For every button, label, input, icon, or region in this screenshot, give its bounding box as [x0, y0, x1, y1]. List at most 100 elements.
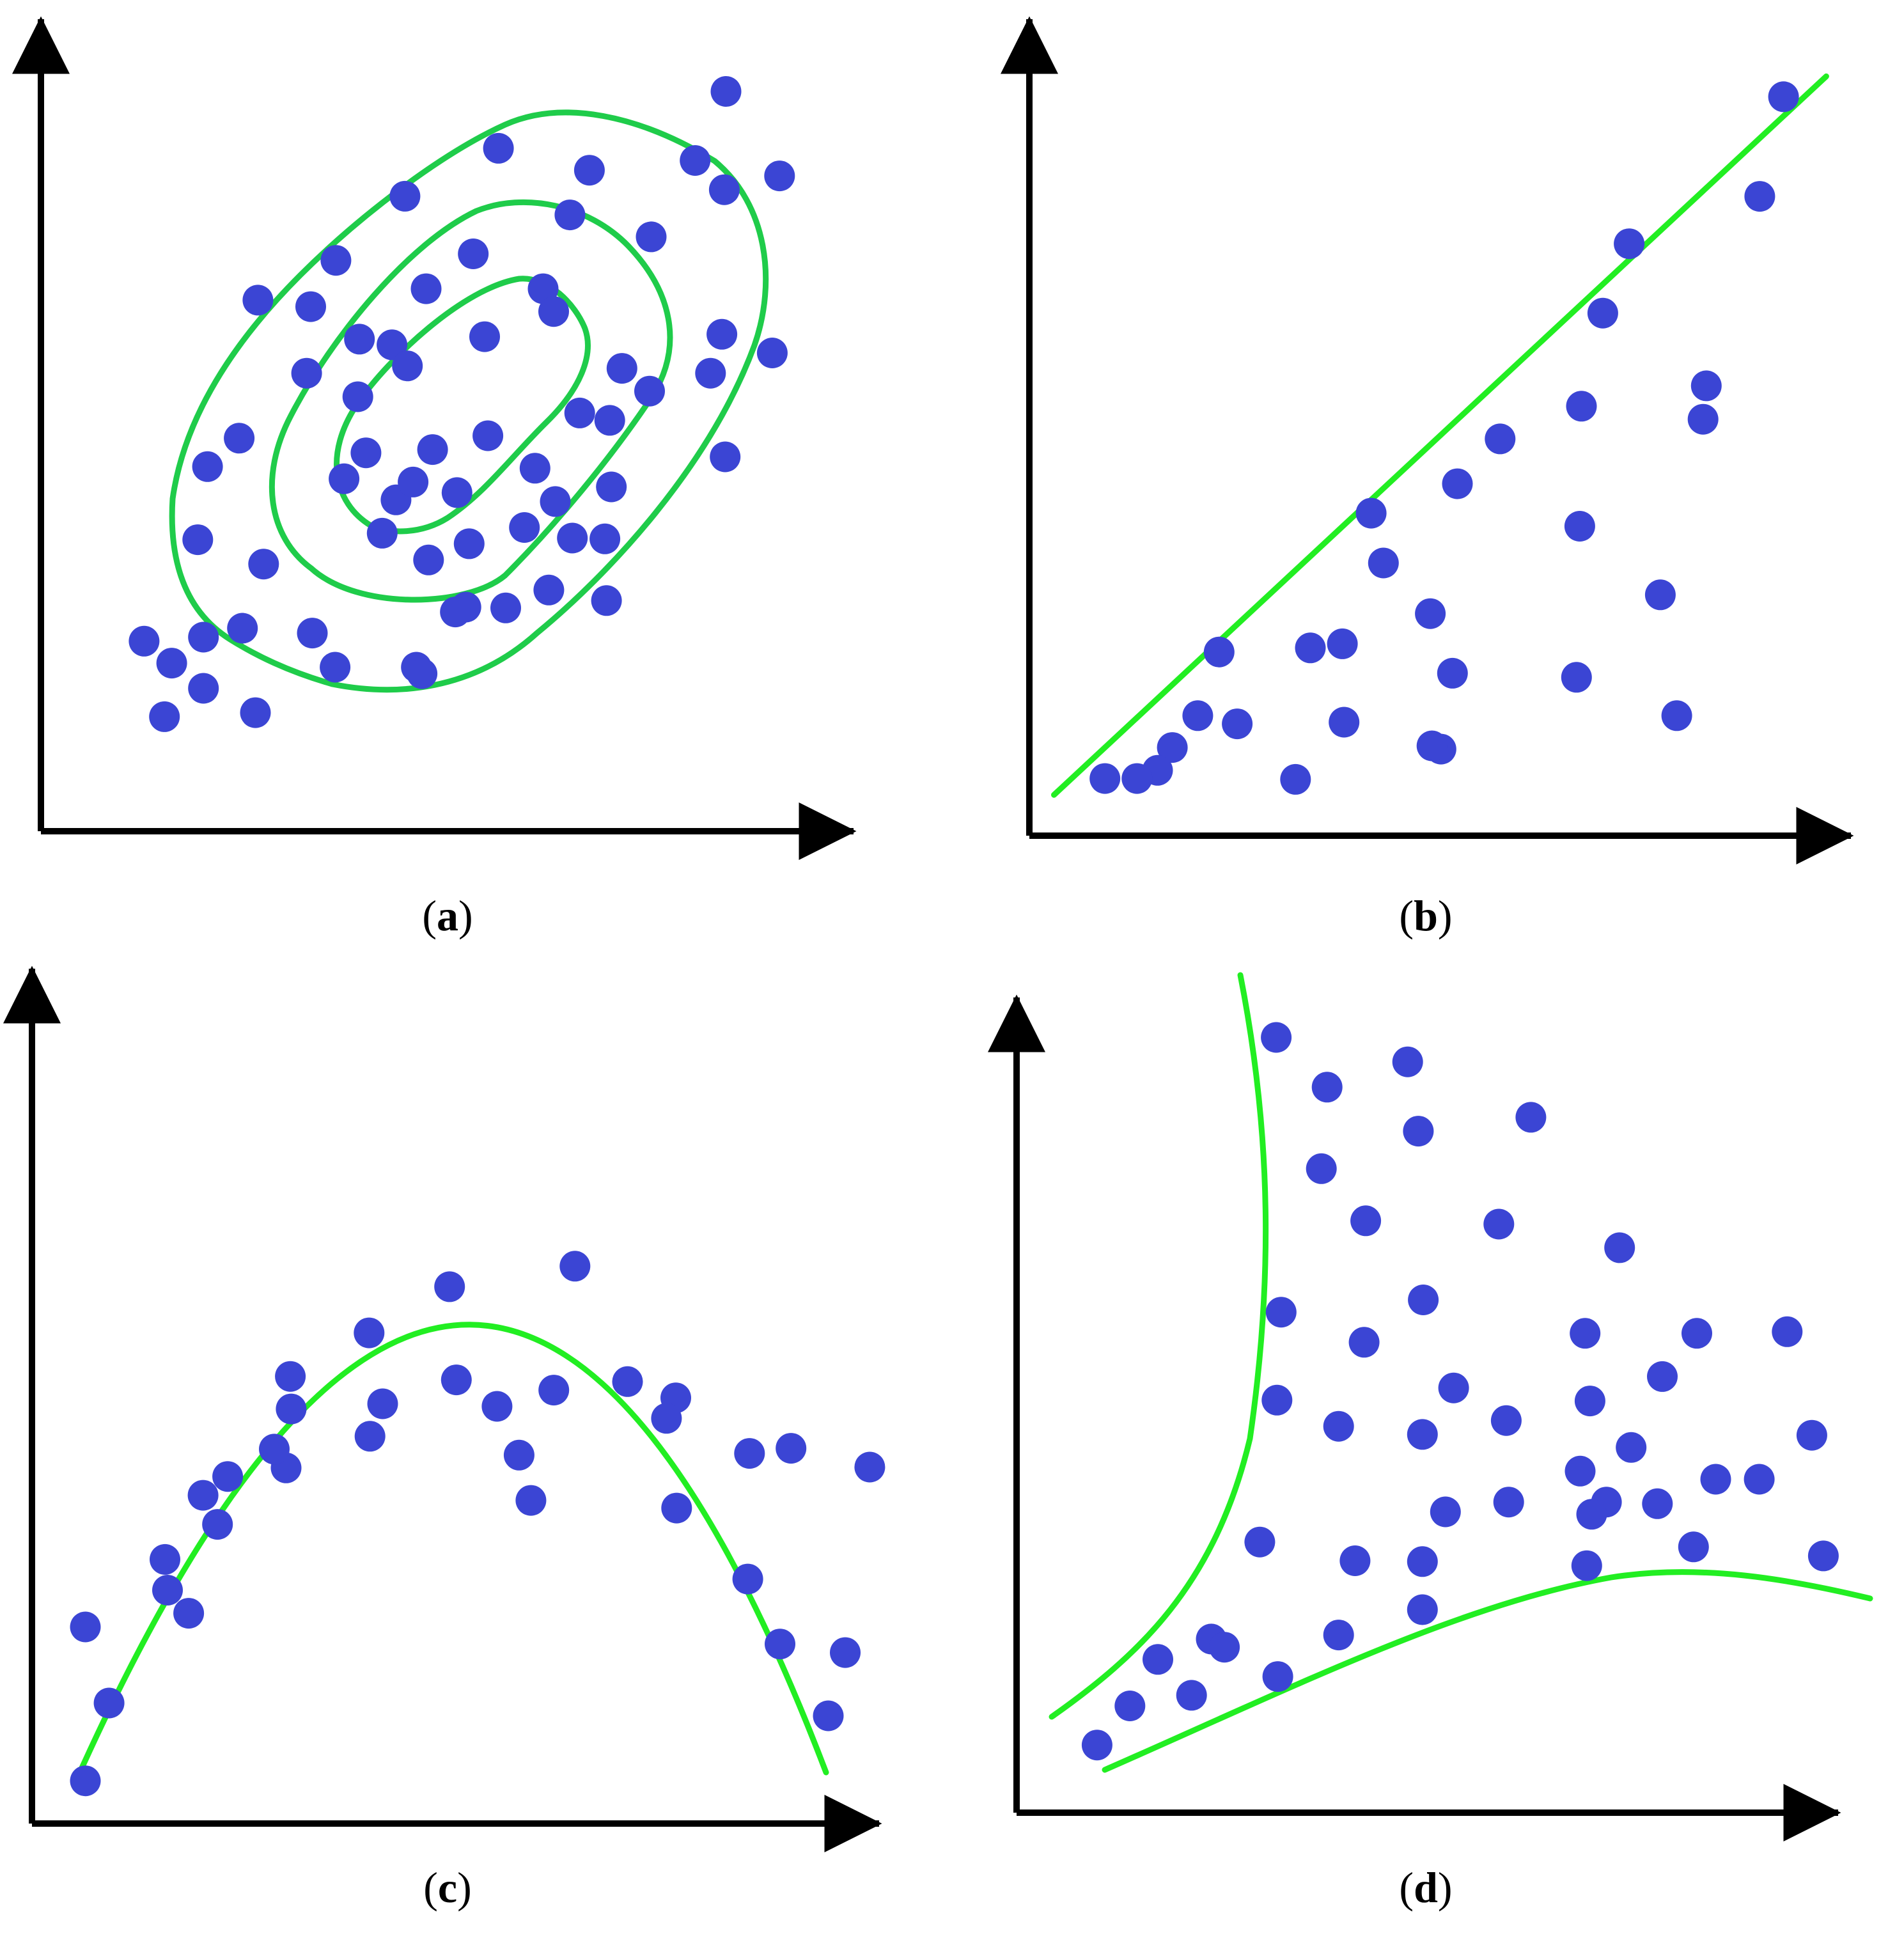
panel-d-point	[1350, 1205, 1382, 1237]
panel-d-point	[1642, 1488, 1673, 1519]
panel-a-point	[483, 132, 514, 164]
panel-d-point	[1570, 1318, 1601, 1349]
panel-a-caption: (a)	[422, 891, 472, 940]
panel-d-point	[1565, 1455, 1596, 1487]
panel-a-point	[417, 434, 448, 465]
panel-b-point	[1744, 181, 1775, 212]
panel-a-point	[320, 245, 352, 276]
panel-d-point	[1265, 1297, 1297, 1328]
panel-b-points	[1089, 81, 1799, 795]
panel-a-point	[756, 338, 788, 368]
panel-c-point	[212, 1461, 244, 1492]
panel-d-point	[1306, 1153, 1337, 1184]
panel-a-point	[342, 381, 373, 412]
panel-d-point	[1430, 1496, 1461, 1528]
panel-d-point	[1261, 1022, 1292, 1053]
panel-d-point	[1647, 1361, 1678, 1392]
panel-c-point	[481, 1391, 513, 1422]
panel-d-point	[1244, 1526, 1276, 1558]
panel-a-curve-middle	[269, 199, 673, 603]
panel-b-point	[1182, 700, 1213, 731]
panel-b-point	[1564, 511, 1595, 542]
panel-b-point	[1415, 598, 1446, 629]
panel-c-point	[776, 1433, 807, 1464]
panel-b-point	[1222, 708, 1253, 740]
panel-c-point	[538, 1375, 570, 1406]
panel-a-point	[594, 405, 625, 436]
panel-b-point	[1768, 81, 1799, 113]
panel-b-point	[1327, 628, 1358, 659]
panel-a-point	[634, 375, 665, 407]
panel-a-point	[149, 701, 180, 732]
panel-d-point	[1339, 1545, 1371, 1576]
panel-c-point	[515, 1485, 547, 1516]
panel-d-point	[1407, 1594, 1438, 1625]
panel-c-point	[150, 1543, 180, 1575]
panel-c-point	[275, 1361, 306, 1392]
panel-c-caption-open: (	[423, 1863, 438, 1912]
panel-a-point	[764, 160, 795, 192]
panel-d-point	[1574, 1386, 1605, 1417]
panel-c-point	[152, 1575, 183, 1606]
panel-b-point	[1280, 763, 1311, 795]
panel-b-point	[1687, 403, 1719, 435]
panel-d-point	[1493, 1487, 1524, 1518]
panel-d-curves	[1049, 972, 1873, 1773]
panel-a-point	[410, 273, 442, 304]
panel-a-point	[188, 621, 219, 653]
panel-d-point	[1700, 1464, 1731, 1495]
panel-d-point	[1348, 1327, 1380, 1358]
panel-d-point	[1483, 1208, 1515, 1240]
panel-a-point	[392, 350, 423, 382]
panel-a-point	[398, 466, 429, 497]
panel-d-caption: (d)	[1399, 1863, 1452, 1912]
panel-d-point	[1323, 1411, 1354, 1442]
panel-a-point	[564, 397, 595, 428]
panel-a-point	[533, 574, 565, 606]
panel-b-point	[1329, 707, 1360, 738]
panel-c-point	[441, 1364, 472, 1396]
panel-a-point	[320, 652, 351, 683]
panel-b-point	[1416, 730, 1448, 762]
panel-b-point	[1661, 700, 1692, 731]
panel-a-point	[182, 524, 214, 556]
panel-d-point	[1576, 1499, 1607, 1530]
panel-b-point	[1355, 497, 1387, 529]
panel-d-point	[1261, 1384, 1293, 1416]
panel-a-point	[156, 648, 187, 679]
panel-a-point	[540, 486, 571, 517]
panel-d-point	[1604, 1232, 1635, 1263]
panel-c-point	[173, 1598, 205, 1629]
panel-b-point	[1089, 763, 1121, 794]
panel-c-points	[70, 1251, 886, 1797]
panel-b: (b)	[1001, 16, 1854, 940]
panel-b-caption-close: )	[1438, 891, 1453, 940]
panel-b-caption-letter: b	[1414, 891, 1438, 940]
panel-d-point	[1081, 1730, 1112, 1761]
panel-a-point	[606, 353, 637, 384]
panel-b-caption: (b)	[1399, 891, 1452, 940]
panel-a-point	[248, 549, 279, 580]
panel-d-point	[1796, 1419, 1827, 1451]
panel-c-point	[354, 1421, 386, 1452]
panel-c-caption-letter: c	[438, 1863, 457, 1912]
panel-c-point	[854, 1451, 886, 1483]
panel-d-point	[1311, 1072, 1343, 1103]
panel-d-point	[1408, 1285, 1439, 1315]
panel-d-point	[1403, 1116, 1434, 1147]
panel-a-point	[695, 357, 726, 389]
panel-a-point	[350, 437, 382, 469]
panel-b-point	[1368, 547, 1399, 579]
panel-c-point	[70, 1611, 101, 1643]
panel-a-point	[680, 145, 711, 176]
panel-d-points	[1081, 1022, 1839, 1761]
panel-a-point	[329, 463, 360, 494]
panel-a-point	[591, 585, 622, 616]
panel-b-point	[1203, 636, 1235, 668]
panel-b-point	[1566, 391, 1597, 422]
panel-a-point	[129, 625, 160, 657]
panel-a-point	[366, 517, 398, 549]
panel-b-point	[1442, 468, 1473, 499]
panel-a-point	[519, 453, 550, 484]
panel-c-point	[732, 1563, 763, 1595]
